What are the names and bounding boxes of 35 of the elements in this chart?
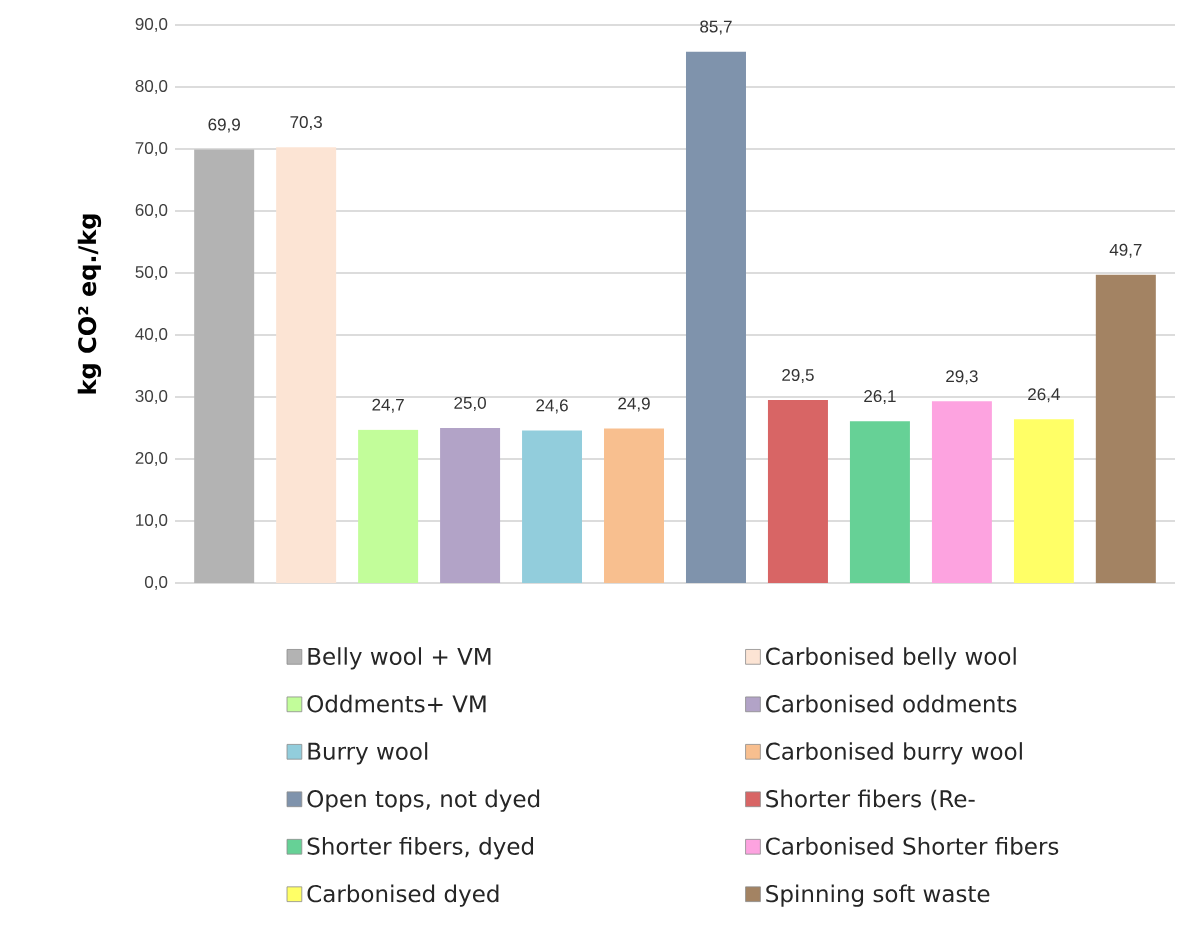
data-label: 24,7 bbox=[372, 398, 404, 413]
legend-label: Carbonised burry wool bbox=[766, 742, 1022, 765]
data-label: 29,3 bbox=[946, 370, 978, 385]
data-label: 24,6 bbox=[536, 399, 568, 414]
legend-label: Oddments+ VM bbox=[307, 694, 486, 713]
y-axis-title: kg CO² eq./kg bbox=[77, 214, 102, 394]
data-label: 26,1 bbox=[864, 390, 896, 405]
legend-label: Open tops, not dyed bbox=[307, 789, 540, 812]
data-label: 26,4 bbox=[1028, 388, 1060, 403]
y-tick-label: 50,0 bbox=[135, 265, 168, 280]
legend-label: Carbonised belly wool bbox=[766, 647, 1016, 670]
y-tick-label: 60,0 bbox=[135, 203, 168, 218]
y-tick-label: 40,0 bbox=[135, 327, 168, 342]
y-tick-label: 70,0 bbox=[135, 141, 168, 156]
y-tick-label: 20,0 bbox=[135, 451, 168, 466]
data-label: 70,3 bbox=[290, 116, 322, 131]
y-tick-label: 90,0 bbox=[135, 17, 168, 32]
data-label: 29,5 bbox=[782, 368, 814, 384]
y-tick-label: 30,0 bbox=[135, 389, 168, 404]
data-label: 85,7 bbox=[700, 20, 732, 35]
legend-label: Burry wool bbox=[308, 742, 428, 765]
legend-label: Shorter fibers, dyed bbox=[307, 837, 534, 860]
legend-label: Carbonised Shorter fibers bbox=[766, 837, 1059, 855]
legend-label: Spinning soft waste bbox=[766, 884, 990, 907]
y-tick-label: 80,0 bbox=[135, 79, 168, 94]
data-label: 69,9 bbox=[208, 118, 240, 133]
legend-label: Carbonised oddments bbox=[766, 694, 1017, 713]
data-label: 49,7 bbox=[1109, 243, 1142, 258]
legend-label: Shorter fibers (Re- bbox=[766, 789, 975, 811]
data-label: 24,9 bbox=[618, 397, 650, 412]
legend-label: Carbonised dyed bbox=[307, 884, 499, 907]
y-tick-label: 0,0 bbox=[144, 575, 168, 590]
y-tick-label: 10,0 bbox=[136, 513, 168, 528]
data-label: 25,0 bbox=[454, 396, 486, 411]
legend-label: Belly wool + VM bbox=[308, 647, 491, 670]
